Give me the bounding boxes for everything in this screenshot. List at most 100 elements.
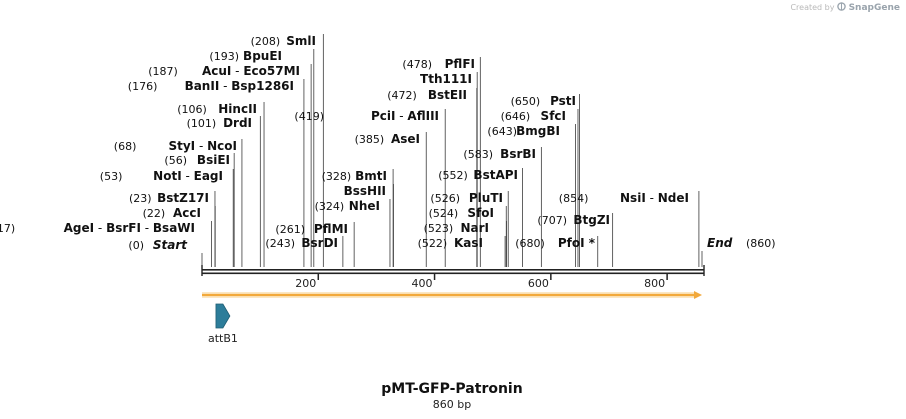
site-position: (478) (402, 58, 432, 71)
site-name: AcuI - Eco57MI (202, 64, 300, 78)
site-pflfi[interactable]: PflFI (478) (402, 57, 475, 71)
site-position: (680) (515, 237, 545, 250)
site-position: (193) (209, 50, 239, 63)
site-bstz17i[interactable]: BstZ17I (23) (129, 191, 209, 205)
site-position: (646) (501, 110, 531, 123)
site-pfoi[interactable]: PfoI * (680) (515, 236, 596, 250)
feature-attB1[interactable]: attB1 (208, 303, 238, 345)
top-strand (202, 269, 704, 271)
site-position: (385) (355, 133, 385, 146)
site-acui[interactable]: AcuI - Eco57MI (187) (148, 64, 300, 78)
snapgene-credit: Created by SnapGene (790, 2, 900, 13)
credit-prefix: Created by (790, 3, 835, 12)
site-name: BsrDI (301, 236, 338, 250)
credit-brand: SnapGene (848, 3, 900, 13)
site-name: BsiEI (197, 153, 230, 167)
site-name: SfoI (467, 206, 494, 220)
site-nari[interactable]: NarI (523) (424, 221, 489, 235)
site-position: (261) (275, 223, 305, 236)
site-bsrbi[interactable]: BsrBI (583) (463, 147, 536, 161)
site-tth111i[interactable]: Tth111I (420, 72, 472, 86)
site-name: AseI (391, 132, 420, 146)
site-sfoi[interactable]: SfoI (524) (429, 206, 494, 220)
site-name: NarI (460, 221, 489, 235)
site-name: SfcI (541, 109, 566, 123)
site-position: (208) (251, 35, 281, 48)
site-name: NotI - EagI (153, 169, 223, 183)
site-position: (0) (128, 239, 144, 252)
site-position: (860) (746, 237, 776, 250)
site-position: (243) (265, 237, 295, 250)
feature-label: attB1 (208, 332, 238, 345)
site-position: (106) (177, 103, 207, 116)
bottom-strand (202, 272, 704, 275)
site-nhei[interactable]: NheI (324) (315, 199, 380, 213)
map-title: pMT-GFP-Patronin (381, 381, 522, 397)
site-start[interactable]: Start (0) (128, 238, 188, 252)
site-name: PflMI (314, 222, 348, 236)
site-position: (523) (424, 222, 454, 235)
feature-arrow (215, 303, 231, 329)
site-smli[interactable]: SmlI (208) (251, 34, 316, 48)
site-position: (419) (294, 110, 324, 123)
site-agei[interactable]: AgeI - BsrFI - BsaWI (17) (0, 221, 195, 235)
site-position: (524) (429, 207, 459, 220)
site-nsii[interactable]: NsiI - NdeI (854) (559, 191, 689, 205)
site-name: AgeI - BsrFI - BsaWI (64, 221, 195, 235)
site-position: (854) (559, 192, 589, 205)
site-bsteii[interactable]: BstEII (472) (387, 88, 467, 102)
site-position: (187) (148, 65, 178, 78)
site-pcii[interactable]: PciI - AflIII (419) (294, 109, 439, 123)
site-name: BstZ17I (157, 191, 209, 205)
site-position: (176) (128, 80, 158, 93)
site-acci[interactable]: AccI (22) (143, 206, 201, 220)
site-name: BmgBI (516, 124, 560, 138)
map-length: 860 bp (433, 398, 471, 411)
site-btgzi[interactable]: BtgZI (707) (537, 213, 610, 227)
site-noti[interactable]: NotI - EagI (53) (100, 169, 223, 183)
site-psti[interactable]: PstI (650) (511, 94, 576, 108)
site-name: BmtI (355, 169, 387, 183)
site-styi[interactable]: StyI - NcoI (68) (114, 139, 237, 153)
site-bsiei[interactable]: BsiEI (56) (164, 153, 230, 167)
site-name: PflFI (445, 57, 475, 71)
site-bstapi[interactable]: BstAPI (552) (438, 168, 518, 182)
site-position: (17) (0, 222, 15, 235)
site-position: (53) (100, 170, 123, 183)
site-name: PciI - AflIII (371, 109, 439, 123)
site-kasi[interactable]: KasI (522) (418, 236, 483, 250)
site-bpuei[interactable]: BpuEI (193) (209, 49, 282, 63)
site-sfci[interactable]: SfcI (646) (501, 109, 566, 123)
site-position: (707) (537, 214, 567, 227)
site-position: (526) (430, 192, 460, 205)
site-name: Start (153, 238, 188, 252)
site-name: PstI (550, 94, 576, 108)
site-name: KasI (454, 236, 483, 250)
site-name: NsiI - NdeI (620, 191, 689, 205)
site-hincii[interactable]: HincII (106) (177, 102, 257, 116)
site-pflmi[interactable]: PflMI (261) (275, 222, 348, 236)
site-bmgbi[interactable]: BmgBI(643) (487, 124, 560, 138)
site-asei[interactable]: AseI (385) (355, 132, 420, 146)
site-bsshii[interactable]: BssHII (344, 184, 386, 198)
site-name: PfoI * (558, 236, 596, 250)
site-bmti[interactable]: BmtI(328) (322, 169, 387, 183)
tick-label-400: 400 (412, 277, 433, 290)
site-name: BsrBI (500, 147, 536, 161)
site-position: (552) (438, 169, 468, 182)
site-name: PluTI (469, 191, 503, 205)
site-drdi[interactable]: DrdI (101) (187, 116, 252, 130)
site-banii[interactable]: BanII - Bsp1286I (176) (128, 79, 294, 93)
site-pluti[interactable]: PluTI (526) (430, 191, 503, 205)
site-bsrdi[interactable]: BsrDI (243) (265, 236, 338, 250)
site-name: Tth111I (420, 72, 472, 86)
site-position: (650) (511, 95, 541, 108)
site-name: AccI (173, 206, 201, 220)
site-position: (101) (187, 117, 217, 130)
site-end[interactable]: End (860) (707, 236, 776, 250)
orf-arrowhead (694, 291, 702, 299)
site-position: (472) (387, 89, 417, 102)
site-position: (328) (322, 170, 352, 183)
site-position: (23) (129, 192, 152, 205)
